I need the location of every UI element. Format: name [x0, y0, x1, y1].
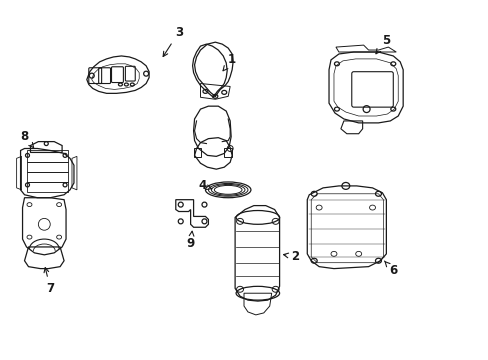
Text: 1: 1 [223, 53, 236, 71]
Text: 8: 8 [20, 130, 34, 148]
Text: 6: 6 [384, 261, 397, 277]
Text: 9: 9 [186, 231, 194, 251]
Text: 4: 4 [198, 179, 212, 192]
Text: 7: 7 [44, 267, 54, 295]
Text: 3: 3 [163, 26, 183, 57]
Text: 2: 2 [283, 250, 299, 263]
Text: 5: 5 [375, 34, 390, 54]
